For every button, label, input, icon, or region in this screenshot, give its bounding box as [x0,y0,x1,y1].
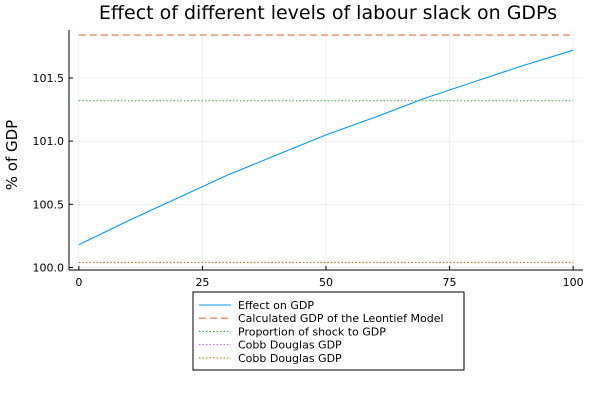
axes: 0 25 50 75 100 100.0 100.5 101.0 101.5 [33,30,584,289]
chart-title: Effect of different levels of labour sla… [99,2,557,24]
series-lines [78,34,574,263]
legend-label: Cobb Douglas GDP [238,339,342,352]
legend-label: Proportion of shock to GDP [238,325,386,338]
x-tick-label: 25 [195,276,209,289]
series-line [78,49,574,246]
y-tick-label: 100.5 [33,198,65,211]
x-tick-label: 100 [563,276,584,289]
grid [69,30,583,270]
legend-label: Cobb Douglas GDP [238,352,342,365]
y-tick-label: 101.5 [33,72,65,85]
legend-label: Effect on GDP [238,299,314,312]
y-axis-title: % of GDP [3,120,21,190]
x-tick-label: 75 [443,276,457,289]
y-tick-label: 101.0 [33,135,65,148]
y-tick-label: 100.0 [33,261,65,274]
legend-label: Calculated GDP of the Leontief Model [238,312,444,325]
x-tick-label: 50 [319,276,333,289]
legend-box [192,291,465,371]
x-tick-label: 0 [75,276,82,289]
